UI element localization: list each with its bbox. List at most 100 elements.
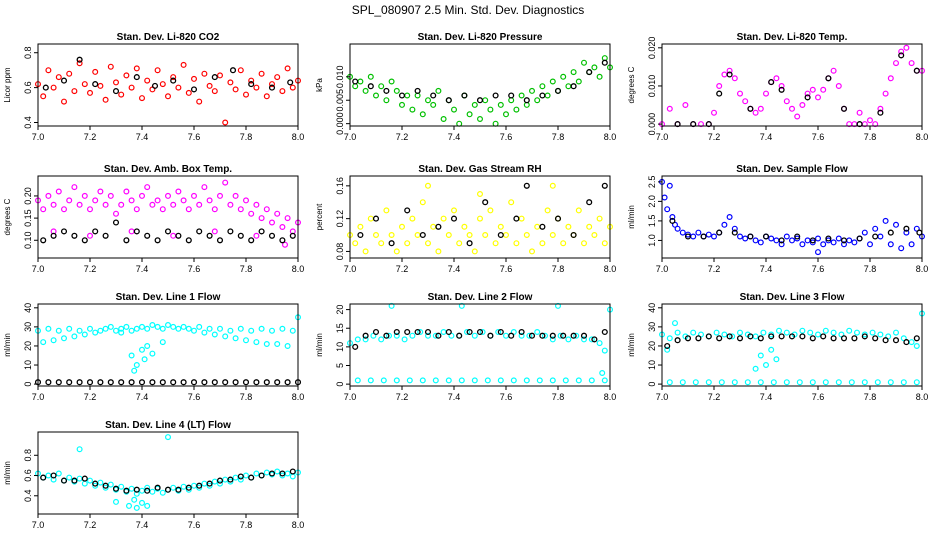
data-point: [903, 339, 910, 346]
data-point: [861, 331, 868, 338]
data-point: [55, 327, 62, 334]
data-point: [185, 89, 192, 96]
data-point: [528, 248, 535, 255]
y-tick-label: 20: [335, 305, 345, 315]
data-point: [882, 217, 889, 224]
data-point: [523, 97, 530, 104]
data-point: [450, 215, 458, 222]
y-tick-label: 10: [335, 342, 345, 352]
series-2-5-min-std-dev: [34, 179, 302, 248]
data-point: [139, 499, 146, 506]
data-point: [50, 472, 57, 479]
x-tick-label: 7.4: [760, 264, 773, 274]
data-point: [477, 115, 484, 122]
data-point: [92, 68, 99, 75]
data-point: [586, 223, 593, 230]
data-point: [279, 237, 286, 244]
data-point: [601, 59, 608, 66]
data-point: [227, 79, 234, 86]
data-point: [804, 90, 811, 97]
data-point: [196, 228, 203, 235]
data-point: [432, 332, 439, 339]
data-point: [840, 335, 848, 342]
data-point: [76, 446, 83, 453]
data-point: [92, 482, 99, 489]
data-point: [131, 367, 138, 374]
data-point: [497, 377, 504, 384]
data-point: [232, 379, 239, 386]
y-tick-label: 0: [23, 382, 33, 387]
data-point: [778, 333, 785, 340]
data-point: [794, 233, 801, 240]
data-point: [835, 379, 842, 386]
data-point: [398, 92, 406, 99]
data-point: [861, 379, 868, 386]
data-point: [388, 240, 395, 247]
data-point: [287, 79, 294, 86]
data-point: [916, 229, 923, 236]
data-point: [357, 231, 364, 239]
data-point: [284, 470, 291, 477]
data-point: [133, 206, 140, 213]
data-point: [258, 472, 265, 479]
data-point: [419, 199, 426, 206]
data-point: [81, 331, 88, 338]
data-point: [799, 241, 806, 248]
data-point: [419, 231, 426, 239]
data-point: [232, 192, 239, 199]
data-point: [289, 468, 296, 475]
data-point: [118, 379, 125, 386]
data-point: [107, 379, 114, 386]
data-point: [492, 120, 499, 127]
data-point: [695, 229, 702, 236]
y-tick-label: 0: [335, 382, 345, 387]
data-point: [580, 332, 588, 339]
data-point: [66, 474, 73, 481]
x-tick-label: 7.6: [188, 132, 201, 142]
data-point: [664, 346, 671, 353]
data-point: [503, 232, 510, 239]
data-point: [666, 105, 673, 112]
data-point: [367, 215, 374, 222]
data-point: [40, 237, 47, 244]
x-tick-label: 7.0: [32, 264, 45, 274]
data-point: [409, 332, 416, 339]
data-point: [258, 228, 265, 235]
data-point: [86, 379, 94, 386]
data-point: [274, 74, 281, 81]
data-point: [807, 329, 814, 336]
series-2-5-min-std-dev: [658, 310, 925, 386]
data-point: [601, 182, 608, 189]
data-point: [768, 333, 775, 340]
data-point: [175, 325, 182, 332]
data-point: [159, 339, 166, 346]
x-tick-label: 7.8: [552, 392, 565, 402]
data-point: [149, 488, 156, 495]
data-point: [282, 241, 289, 248]
data-point: [414, 87, 421, 94]
data-point: [757, 239, 764, 246]
data-point: [747, 333, 754, 340]
series-reference: [40, 468, 296, 494]
data-point: [144, 184, 151, 191]
data-point: [76, 379, 83, 386]
data-point: [45, 325, 52, 332]
data-point: [97, 479, 104, 486]
data-point: [393, 328, 400, 336]
data-point: [775, 327, 782, 334]
data-point: [243, 91, 250, 98]
y-tick-label: 1.0: [647, 234, 657, 247]
data-point: [853, 329, 860, 336]
x-tick-label: 7.8: [864, 264, 877, 274]
x-tick-label: 7.0: [656, 392, 669, 402]
data-point: [539, 92, 546, 99]
data-point: [435, 223, 442, 230]
points-group: [347, 182, 613, 255]
data-point: [900, 379, 907, 386]
data-point: [40, 93, 47, 100]
data-point: [175, 188, 182, 195]
data-point: [268, 84, 276, 91]
data-point: [479, 329, 486, 336]
data-point: [788, 333, 796, 340]
data-point: [887, 229, 894, 236]
